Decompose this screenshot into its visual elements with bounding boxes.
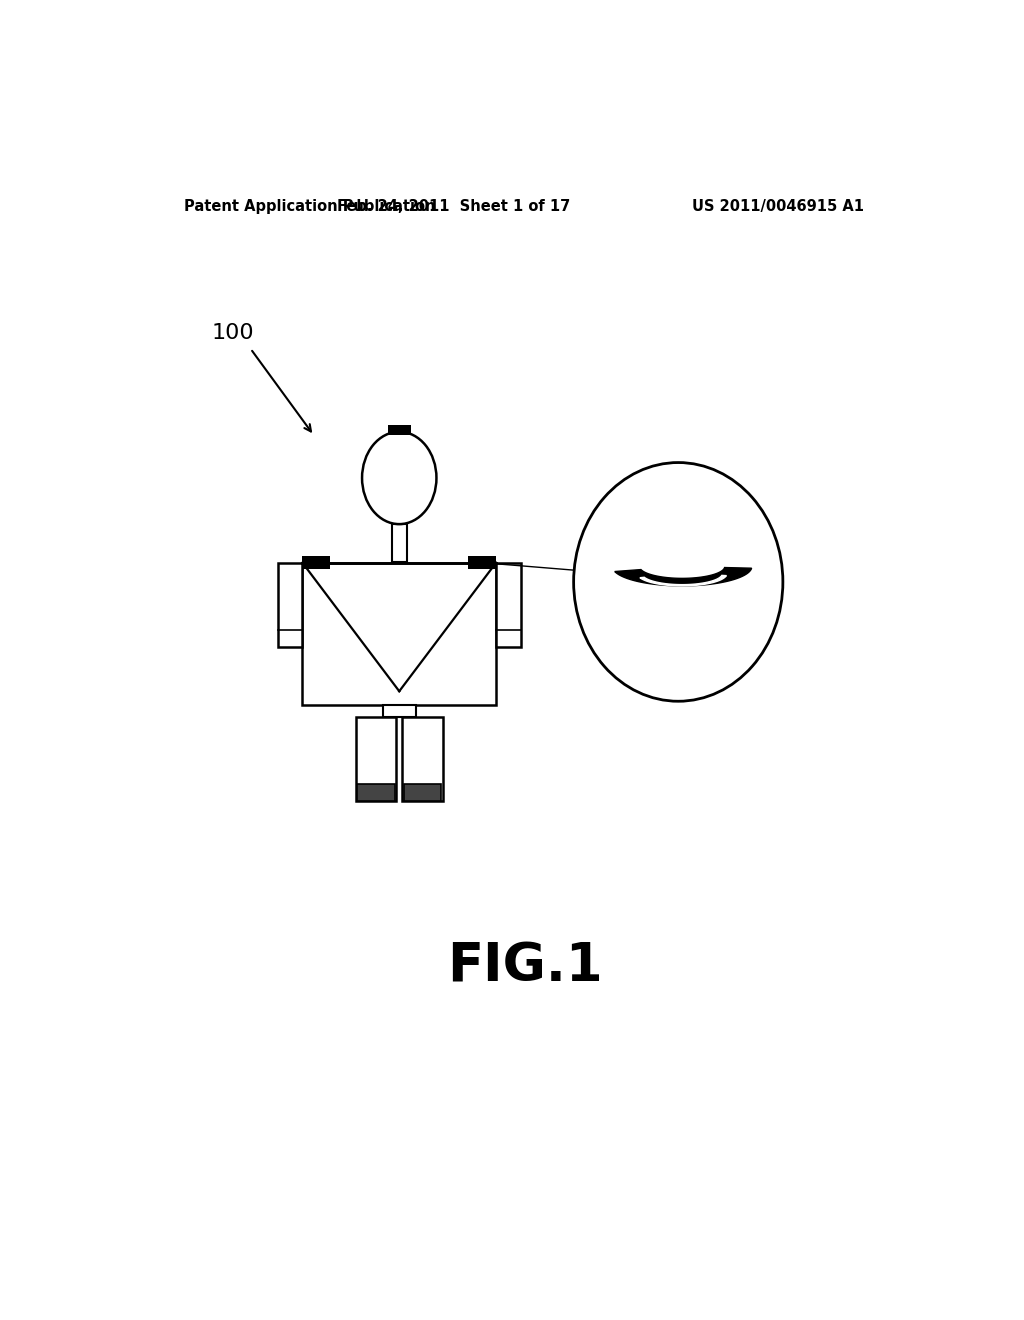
Text: US 2011/0046915 A1: US 2011/0046915 A1	[692, 198, 864, 214]
Text: Feb. 24, 2011  Sheet 1 of 17: Feb. 24, 2011 Sheet 1 of 17	[337, 198, 570, 214]
Bar	[496, 562, 521, 647]
Text: Patent Application Publication: Patent Application Publication	[183, 198, 435, 214]
Bar	[403, 784, 441, 801]
Bar	[388, 425, 411, 434]
Polygon shape	[614, 568, 752, 586]
Bar	[302, 562, 496, 705]
Polygon shape	[640, 576, 726, 586]
Bar	[468, 557, 496, 569]
Bar	[278, 562, 302, 647]
Bar	[356, 717, 396, 801]
Text: FIG.1: FIG.1	[447, 941, 602, 993]
Text: 100: 100	[212, 323, 254, 343]
Bar	[357, 784, 394, 801]
Bar	[302, 557, 331, 569]
Bar	[402, 717, 442, 801]
Bar	[391, 524, 407, 562]
Bar	[383, 705, 416, 717]
